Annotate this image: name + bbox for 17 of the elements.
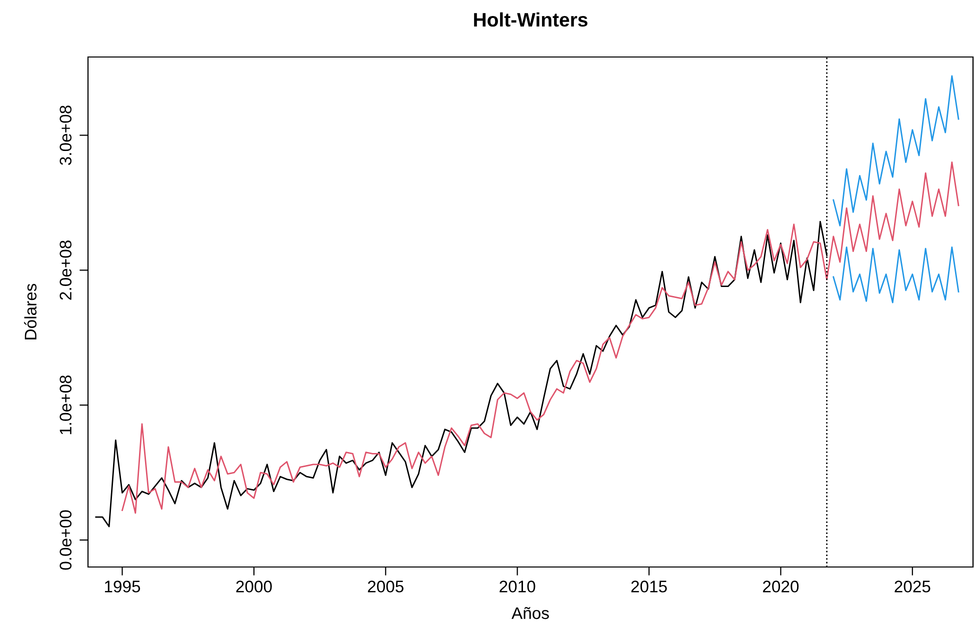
- x-axis-title: Años: [512, 606, 549, 620]
- y-tick-label: 0.0e+00: [60, 510, 72, 570]
- y-tick-label: 3.0e+08: [60, 106, 72, 165]
- x-tick-label: 2010: [500, 580, 536, 592]
- x-tick-label: 2025: [894, 580, 930, 592]
- line-series: [832, 75, 960, 226]
- chart-title: Holt-Winters: [474, 12, 588, 27]
- y-tick-label: 1.0e+08: [60, 375, 72, 434]
- y-tick-label: 2.0e+08: [60, 240, 72, 300]
- x-tick-label: 2015: [631, 580, 667, 592]
- x-tick-label: 2000: [236, 580, 272, 592]
- line-series: [832, 246, 960, 304]
- x-tick-label: 2005: [368, 580, 404, 592]
- y-axis-title: Dólares: [24, 284, 37, 340]
- x-tick-label: 1995: [104, 580, 140, 592]
- x-tick-label: 2020: [763, 580, 799, 592]
- line-series: [122, 162, 960, 514]
